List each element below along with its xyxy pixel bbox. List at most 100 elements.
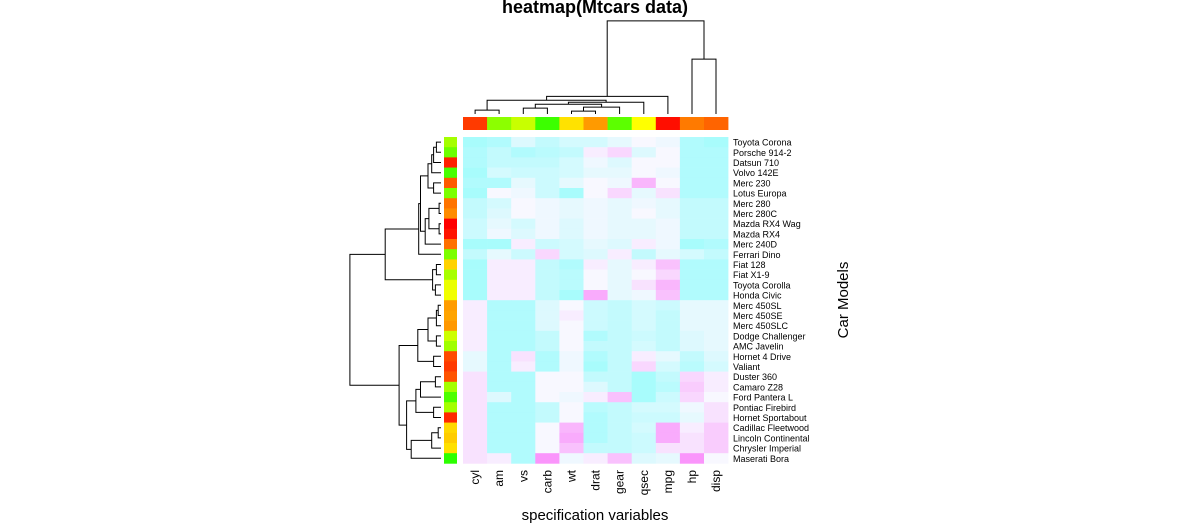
heatmap-cell bbox=[487, 422, 512, 434]
heatmap-cell bbox=[704, 402, 729, 413]
heatmap-cell bbox=[463, 330, 488, 342]
heatmap-cell bbox=[655, 228, 681, 240]
heatmap-cell bbox=[487, 453, 512, 464]
heatmap-cell bbox=[559, 351, 584, 362]
heatmap-cell bbox=[511, 453, 536, 464]
heatmap-cell bbox=[511, 341, 536, 352]
row-label: Ferrari Dino bbox=[733, 250, 781, 260]
heatmap-cell bbox=[487, 249, 512, 260]
heatmap-cell bbox=[679, 381, 705, 393]
heatmap-cell bbox=[535, 249, 560, 260]
heatmap-cell bbox=[655, 269, 681, 281]
heatmap-cell bbox=[463, 320, 488, 332]
heatmap-cell bbox=[679, 188, 705, 199]
heatmap-cell bbox=[535, 167, 560, 179]
heatmap-cell bbox=[583, 157, 608, 168]
heatmap-cell bbox=[607, 341, 632, 352]
heatmap-cell bbox=[679, 300, 705, 311]
heatmap-cell bbox=[559, 290, 584, 301]
heatmap-cell bbox=[463, 361, 488, 372]
heatmap-cell bbox=[679, 402, 705, 413]
heatmap-cell bbox=[583, 177, 608, 189]
heatmap-cell bbox=[583, 218, 608, 230]
heatmap-cell bbox=[679, 422, 705, 434]
heatmap-cell bbox=[583, 453, 608, 464]
column-label: gear bbox=[613, 470, 627, 494]
heatmap-cell bbox=[704, 392, 729, 403]
heatmap-cell bbox=[487, 290, 512, 301]
row-side-color bbox=[444, 371, 457, 383]
row-side-color-bar bbox=[444, 137, 457, 464]
row-dendrogram-branch bbox=[435, 141, 441, 153]
heatmap-cell bbox=[511, 412, 536, 423]
heatmap-cell bbox=[704, 330, 729, 342]
heatmap-cell bbox=[535, 300, 560, 311]
row-side-color bbox=[444, 351, 457, 362]
heatmap-cell bbox=[511, 177, 536, 189]
heatmap-cell bbox=[559, 381, 584, 393]
heatmap-cell bbox=[463, 249, 488, 260]
column-side-color bbox=[463, 117, 488, 130]
heatmap-cell bbox=[631, 177, 657, 189]
heatmap-cell bbox=[535, 269, 560, 281]
row-label: Merc 450SE bbox=[733, 311, 783, 321]
heatmap-cell bbox=[607, 249, 632, 260]
heatmap-cell bbox=[631, 402, 657, 413]
heatmap-cell bbox=[463, 392, 488, 403]
heatmap-cell bbox=[559, 320, 584, 332]
heatmap-cell bbox=[655, 361, 681, 372]
heatmap-cells bbox=[463, 137, 729, 464]
row-side-color bbox=[444, 453, 457, 464]
heatmap-cell bbox=[631, 320, 657, 332]
heatmap-cell bbox=[511, 167, 536, 179]
heatmap-cell bbox=[655, 147, 681, 158]
column-side-color-bar bbox=[463, 117, 729, 130]
heatmap-cell bbox=[704, 361, 729, 372]
heatmap-cell bbox=[559, 371, 584, 383]
heatmap-cell bbox=[583, 412, 608, 423]
heatmap-cell bbox=[487, 392, 512, 403]
heatmap-cell bbox=[559, 259, 584, 270]
column-label: mpg bbox=[661, 470, 675, 493]
row-dendrogram-branch bbox=[433, 406, 441, 418]
heatmap-cell bbox=[583, 330, 608, 342]
heatmap-cell bbox=[607, 392, 632, 403]
heatmap-cell bbox=[535, 402, 560, 413]
row-side-color bbox=[444, 269, 457, 281]
row-dendrogram-branch bbox=[398, 345, 418, 426]
heatmap-cell bbox=[607, 198, 632, 209]
column-side-color bbox=[487, 117, 512, 130]
heatmap-cell bbox=[631, 137, 657, 148]
heatmap-cell bbox=[583, 392, 608, 403]
heatmap-cell bbox=[679, 208, 705, 219]
row-side-color bbox=[444, 300, 457, 311]
heatmap-cell bbox=[511, 218, 536, 230]
row-label: Duster 360 bbox=[733, 372, 777, 382]
heatmap-cell bbox=[607, 167, 632, 179]
heatmap-cell bbox=[607, 208, 632, 219]
heatmap-cell bbox=[487, 300, 512, 311]
heatmap-cell bbox=[583, 208, 608, 219]
column-label: carb bbox=[540, 470, 554, 494]
heatmap-cell bbox=[679, 392, 705, 403]
heatmap-cell bbox=[511, 402, 536, 413]
row-label: Merc 230 bbox=[733, 178, 771, 188]
row-side-color bbox=[444, 341, 457, 352]
heatmap-cell bbox=[631, 432, 657, 444]
heatmap-cell bbox=[704, 310, 729, 321]
heatmap-cell bbox=[487, 208, 512, 219]
heatmap-cell bbox=[631, 330, 657, 342]
heatmap-cell bbox=[679, 239, 705, 250]
heatmap-cell bbox=[487, 157, 512, 168]
row-side-color bbox=[444, 361, 457, 372]
heatmap-cell bbox=[487, 218, 512, 230]
column-dendrogram-branch bbox=[691, 58, 717, 114]
row-label: Mazda RX4 bbox=[733, 229, 780, 239]
heatmap-cell bbox=[704, 157, 729, 168]
row-label: Valiant bbox=[733, 362, 760, 372]
heatmap-cell bbox=[463, 198, 488, 209]
heatmap-cell bbox=[607, 157, 632, 168]
column-side-color bbox=[704, 117, 729, 130]
heatmap-cell bbox=[559, 341, 584, 352]
